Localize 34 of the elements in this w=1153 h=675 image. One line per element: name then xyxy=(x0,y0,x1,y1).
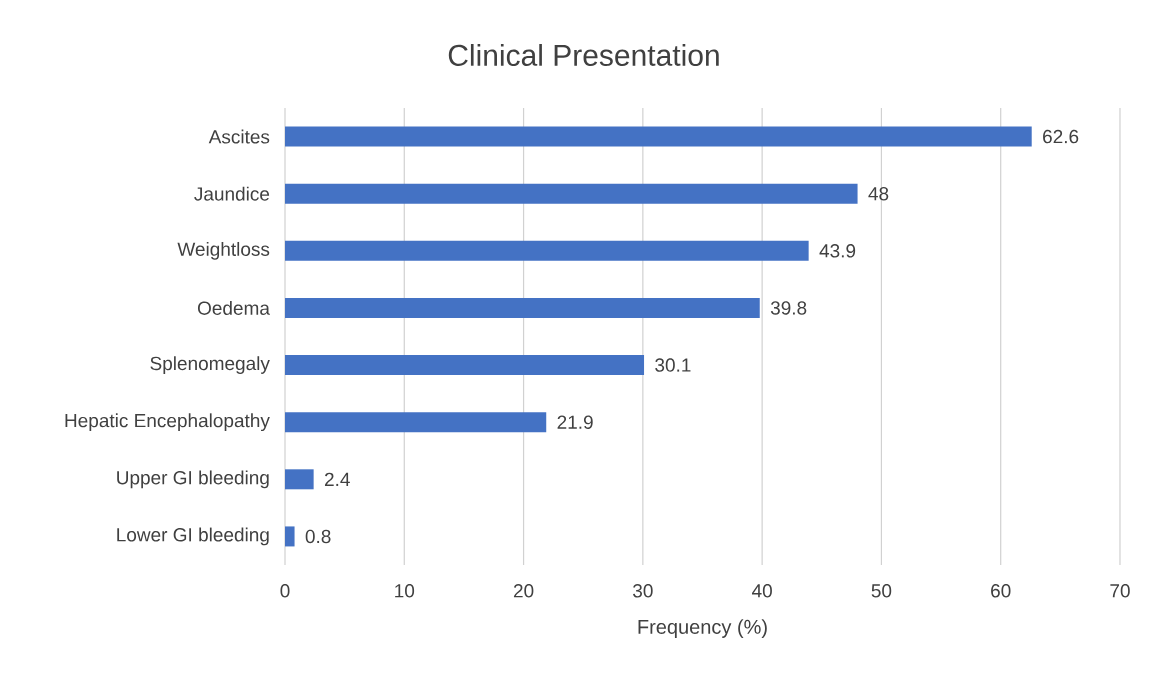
data-label: 30.1 xyxy=(655,358,691,372)
x-tick-label: 0 xyxy=(280,584,290,598)
y-tick-label: Jaundice xyxy=(194,186,270,201)
data-label: 0.8 xyxy=(305,529,331,544)
data-label: 62.6 xyxy=(1043,129,1079,144)
data-label: 21.9 xyxy=(557,415,593,429)
bar xyxy=(285,126,1032,147)
bar xyxy=(285,469,314,490)
y-tick-label: Lower GI bleeding xyxy=(117,527,269,546)
y-tick-label: Oedema xyxy=(197,300,270,315)
data-label: 39.8 xyxy=(770,301,807,315)
bar xyxy=(285,526,295,547)
chart-title: Clinical Presentation xyxy=(448,43,719,66)
bar xyxy=(285,183,858,204)
bar xyxy=(285,240,809,261)
bar xyxy=(285,297,760,318)
x-tick-label: 70 xyxy=(1110,584,1130,598)
data-label: 2.4 xyxy=(324,472,350,486)
data-label: 48 xyxy=(868,186,889,201)
y-tick-label: Upper GI bleeding xyxy=(117,470,269,489)
x-axis-title: Frequency (%) xyxy=(638,619,767,638)
y-tick-label: Splenomegaly xyxy=(150,356,270,374)
x-tick-label: 30 xyxy=(633,584,653,598)
x-tick-label: 10 xyxy=(395,584,415,598)
x-tick-label: 20 xyxy=(513,584,534,598)
x-tick-label: 40 xyxy=(752,584,772,598)
y-tick-label: Weightloss xyxy=(177,241,270,260)
x-tick-label: 60 xyxy=(991,584,1011,598)
x-tick-label: 50 xyxy=(871,584,892,598)
bar xyxy=(285,412,547,433)
y-tick-label: Hepatic Encephalopathy xyxy=(65,413,270,432)
data-label: 43.9 xyxy=(819,244,856,258)
y-tick-label: Ascites xyxy=(208,129,270,144)
bar xyxy=(285,355,645,376)
